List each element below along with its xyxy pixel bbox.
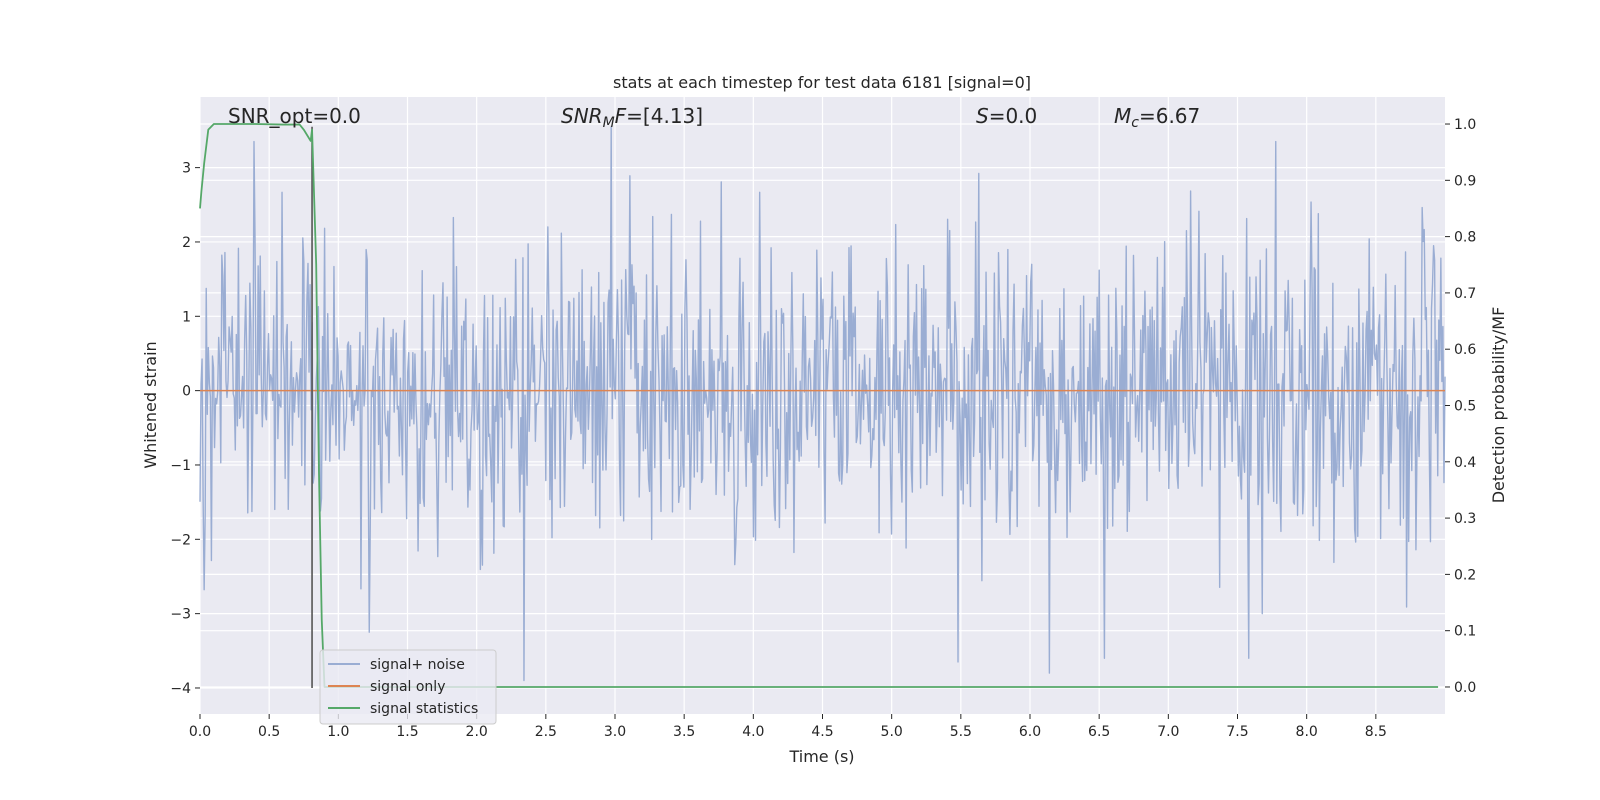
x-tick-label: 1.5 — [396, 724, 418, 740]
annotation-mc: Mc=6.67 — [1114, 104, 1200, 131]
y2-axis-label: Detection probability/MF — [1489, 307, 1508, 504]
y-tick-label: −2 — [170, 532, 191, 548]
y-tick-label: 0 — [182, 384, 191, 400]
legend-label-signal-only: signal only — [370, 679, 445, 695]
y2-tick-label: 0.4 — [1454, 455, 1476, 471]
y2-tick-label: 0.8 — [1454, 230, 1476, 246]
y-tick-label: −1 — [170, 458, 191, 474]
legend-label-signal-noise: signal+ noise — [370, 657, 465, 673]
x-tick-label: 3.0 — [604, 724, 626, 740]
y2-tick-label: 0.9 — [1454, 173, 1476, 189]
x-tick-label: 1.0 — [327, 724, 349, 740]
y2-tick-label: 0.0 — [1454, 680, 1476, 696]
y-tick-label: −3 — [170, 607, 191, 623]
x-tick-label: 6.0 — [1019, 724, 1041, 740]
x-tick-label: 6.5 — [1088, 724, 1110, 740]
y-tick-label: 3 — [182, 161, 191, 177]
x-tick-label: 8.0 — [1296, 724, 1318, 740]
y-tick-label: −4 — [170, 681, 191, 697]
y-tick-label: 2 — [182, 235, 191, 251]
y-tick-label: 1 — [182, 309, 191, 325]
x-axis-label: Time (s) — [788, 747, 854, 766]
x-tick-label: 2.0 — [466, 724, 488, 740]
plot-area — [199, 123, 1446, 688]
y2-tick-label: 0.3 — [1454, 511, 1476, 527]
x-tick-label: 2.5 — [535, 724, 557, 740]
annotation-snr-opt: SNR_opt=0.0 — [228, 104, 361, 128]
y2-tick-label: 0.2 — [1454, 567, 1476, 583]
legend-box — [319, 649, 497, 725]
x-tick-label: 7.5 — [1226, 724, 1248, 740]
y2-tick-label: 0.5 — [1454, 399, 1476, 415]
y2-tick-label: 0.6 — [1454, 342, 1476, 358]
x-tick-label: 3.5 — [673, 724, 695, 740]
x-tick-label: 4.5 — [811, 724, 833, 740]
legend: signal+ noise signal only signal statist… — [319, 649, 497, 725]
y2-tick-label: 0.1 — [1454, 624, 1476, 640]
series-signal-noise-line — [199, 126, 1446, 682]
y2-tick-label: 0.7 — [1454, 286, 1476, 302]
annotation-s: S=0.0 — [976, 104, 1037, 128]
x-tick-label: 7.0 — [1157, 724, 1179, 740]
x-tick-label: 0.0 — [189, 724, 211, 740]
y-axis-label: Whitened strain — [141, 341, 160, 468]
annotation-snr-mf: SNRMF=[4.13] — [561, 104, 703, 131]
legend-label-signal-statistics: signal statistics — [370, 701, 478, 717]
series-signal-statistics-line — [199, 123, 1439, 688]
y2-tick-label: 1.0 — [1454, 117, 1476, 133]
axis-ticks: 0.0 0.5 1.0 1.5 2.0 2.5 3.0 3.5 4.0 4.5 5.0 5.5 6.0 6… — [170, 117, 1476, 740]
x-tick-label: 0.5 — [258, 724, 280, 740]
x-tick-label: 5.0 — [881, 724, 903, 740]
x-tick-label: 5.5 — [950, 724, 972, 740]
chart-title: stats at each timestep for test data 618… — [613, 73, 1031, 92]
x-tick-label: 8.5 — [1365, 724, 1387, 740]
x-tick-label: 4.0 — [742, 724, 764, 740]
